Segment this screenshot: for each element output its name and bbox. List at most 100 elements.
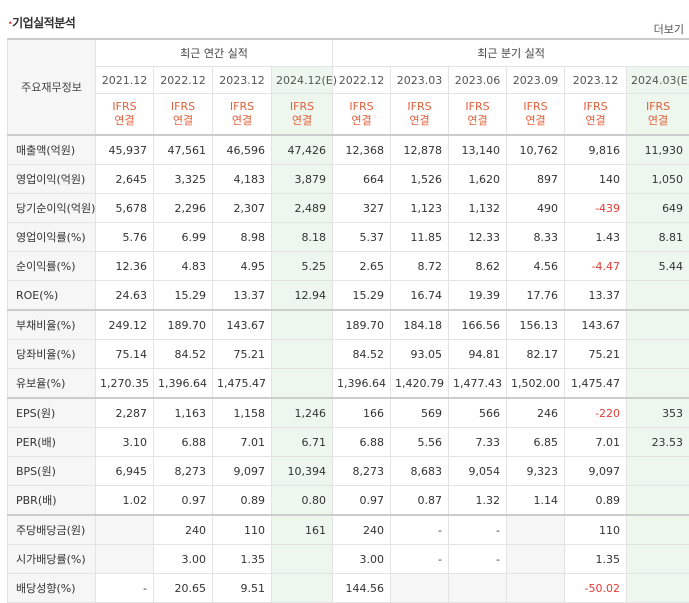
table-cell: 15.29 <box>333 281 391 311</box>
period-header: 2023.12 <box>213 67 272 94</box>
table-cell: 9,097 <box>213 457 272 486</box>
table-cell: 9,054 <box>449 457 507 486</box>
period-header: 2024.03(E) <box>627 67 689 94</box>
table-cell: 1,420.79 <box>391 369 449 399</box>
table-cell: 246 <box>507 398 565 428</box>
table-cell: 3.00 <box>154 545 213 574</box>
table-cell: 5.56 <box>391 428 449 457</box>
table-cell <box>272 574 333 603</box>
table-cell: 6.88 <box>333 428 391 457</box>
table-cell: 6.85 <box>507 428 565 457</box>
table-cell: 45,937 <box>96 135 154 165</box>
table-cell: 143.67 <box>213 310 272 340</box>
table-cell: 110 <box>565 515 627 545</box>
table-cell: 1,396.64 <box>333 369 391 399</box>
table-cell: 1,158 <box>213 398 272 428</box>
row-label: 당기순이익(억원) <box>8 194 96 223</box>
table-cell: 13,140 <box>449 135 507 165</box>
table-cell: 5.25 <box>272 252 333 281</box>
table-cell: 12,878 <box>391 135 449 165</box>
table-cell: 9.51 <box>213 574 272 603</box>
table-cell: 166 <box>333 398 391 428</box>
table-cell: 1,620 <box>449 165 507 194</box>
table-cell: 4.95 <box>213 252 272 281</box>
table-cell: 1.43 <box>565 223 627 252</box>
table-cell: 2.65 <box>333 252 391 281</box>
table-cell: 0.89 <box>565 486 627 516</box>
table-cell: 490 <box>507 194 565 223</box>
table-cell: 84.52 <box>333 340 391 369</box>
table-cell: 166.56 <box>449 310 507 340</box>
table-cell: 93.05 <box>391 340 449 369</box>
quarter-header: 최근 분기 실적 <box>333 39 689 67</box>
row-label: 순이익률(%) <box>8 252 96 281</box>
table-cell: 75.21 <box>565 340 627 369</box>
period-header: 2023.09 <box>507 67 565 94</box>
row-label: BPS(원) <box>8 457 96 486</box>
table-cell: 75.14 <box>96 340 154 369</box>
table-cell: -220 <box>565 398 627 428</box>
table-cell: 12.33 <box>449 223 507 252</box>
table-cell: 156.13 <box>507 310 565 340</box>
table-cell: 0.80 <box>272 486 333 516</box>
table-cell: 140 <box>565 165 627 194</box>
table-cell: 10,394 <box>272 457 333 486</box>
table-cell <box>627 486 689 516</box>
table-cell: 144.56 <box>333 574 391 603</box>
table-cell: - <box>391 545 449 574</box>
table-cell: 1,163 <box>154 398 213 428</box>
table-cell: 75.21 <box>213 340 272 369</box>
table-cell: 19.39 <box>449 281 507 311</box>
table-cell: 1,475.47 <box>565 369 627 399</box>
period-header: 2021.12 <box>96 67 154 94</box>
table-cell: -439 <box>565 194 627 223</box>
table-cell: 9,816 <box>565 135 627 165</box>
table-cell: 3.00 <box>333 545 391 574</box>
table-cell: 4,183 <box>213 165 272 194</box>
table-cell: 1.32 <box>449 486 507 516</box>
table-cell <box>272 340 333 369</box>
period-header: 2023.06 <box>449 67 507 94</box>
table-cell: 9,097 <box>565 457 627 486</box>
table-cell: 8,273 <box>333 457 391 486</box>
table-cell: 20.65 <box>154 574 213 603</box>
table-cell: 8,273 <box>154 457 213 486</box>
table-cell: 8.62 <box>449 252 507 281</box>
table-cell: 2,296 <box>154 194 213 223</box>
table-cell: 1,123 <box>391 194 449 223</box>
table-cell: 649 <box>627 194 689 223</box>
more-link[interactable]: 더보기 <box>654 21 684 37</box>
table-cell <box>449 574 507 603</box>
table-cell: 12,368 <box>333 135 391 165</box>
table-cell: 240 <box>333 515 391 545</box>
table-cell: 6,945 <box>96 457 154 486</box>
table-cell: 6.71 <box>272 428 333 457</box>
table-cell <box>627 545 689 574</box>
table-cell: 24.63 <box>96 281 154 311</box>
row-label: 매출액(억원) <box>8 135 96 165</box>
table-cell: 94.81 <box>449 340 507 369</box>
table-cell: 6.99 <box>154 223 213 252</box>
table-cell: 11.85 <box>391 223 449 252</box>
table-cell: 8.18 <box>272 223 333 252</box>
table-cell <box>507 545 565 574</box>
section-title: ·기업실적분석 <box>8 14 75 31</box>
table-cell: 7.33 <box>449 428 507 457</box>
table-cell <box>507 515 565 545</box>
table-cell: 2,645 <box>96 165 154 194</box>
row-label: 유보율(%) <box>8 369 96 399</box>
table-cell: 1.02 <box>96 486 154 516</box>
table-cell: 8,683 <box>391 457 449 486</box>
row-label: 배당성향(%) <box>8 574 96 603</box>
